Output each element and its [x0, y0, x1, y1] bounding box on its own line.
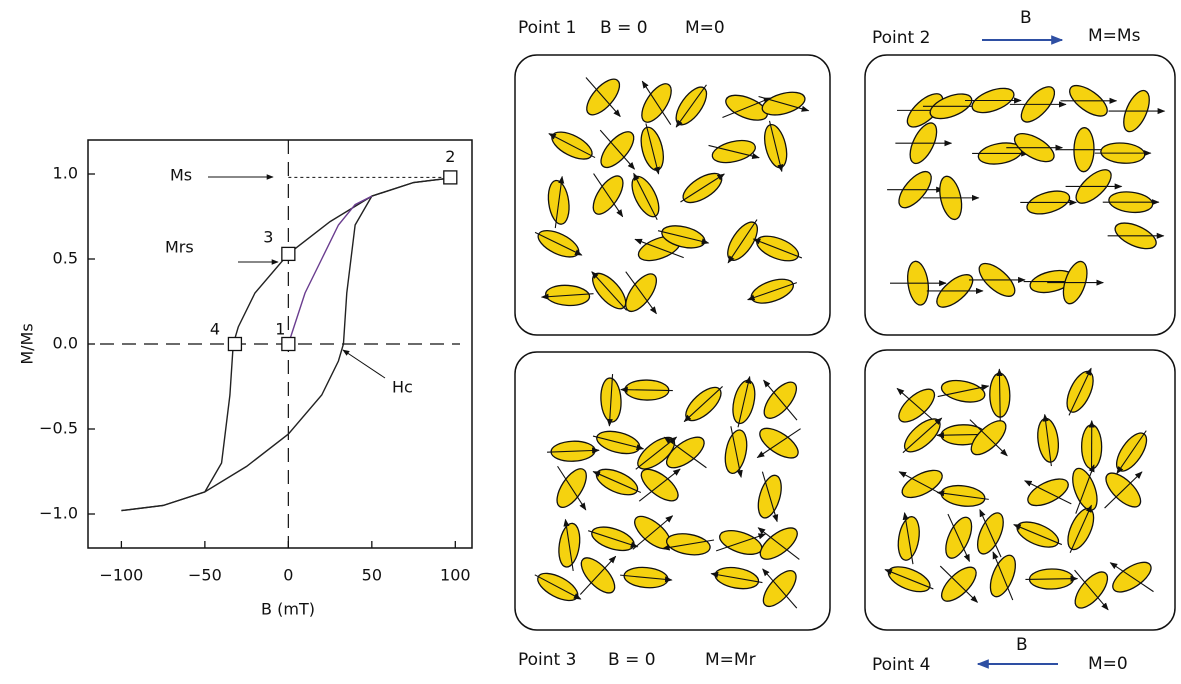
point-label: 2: [445, 147, 455, 166]
panel-label: Point 1: [518, 18, 576, 38]
panel-magnetization: M=Ms: [1088, 26, 1141, 46]
panel-label: Point 4: [872, 655, 930, 675]
panel-field: B = 0: [600, 18, 648, 38]
x-tick-label: 0: [283, 566, 293, 585]
panel-magnetization: M=Mr: [705, 650, 756, 670]
point-marker: [282, 247, 295, 260]
point-label: 1: [275, 320, 285, 339]
panel-label: Point 2: [872, 28, 930, 48]
point-marker: [444, 171, 457, 184]
page: B (mT) M/Ms Point 1 B = 0 M=0 Point 2 B …: [0, 0, 1181, 684]
grain-panel: [534, 74, 808, 316]
y-tick-label: 0.5: [53, 249, 78, 268]
grain-panel: [887, 80, 1164, 313]
y-tick-label: 1.0: [53, 164, 78, 183]
y-tick-label: 0.0: [53, 334, 78, 353]
annotation-arrow: [343, 350, 385, 378]
y-axis-label: M/Ms: [18, 323, 37, 364]
x-tick-label: 50: [362, 566, 382, 585]
panel-label: Point 3: [518, 650, 576, 670]
panel-field: B: [1016, 635, 1028, 655]
annotation: Mrs: [165, 238, 194, 257]
grain-panel: [885, 368, 1156, 614]
y-tick-label: −1.0: [39, 504, 78, 523]
point-marker: [228, 338, 241, 351]
point-label: 3: [263, 227, 273, 246]
figure: B (mT) M/Ms Point 1 B = 0 M=0 Point 2 B …: [0, 0, 1181, 680]
panel-magnetization: M=0: [1088, 654, 1128, 674]
grain-panel: [534, 374, 803, 612]
x-tick-label: −50: [188, 566, 222, 585]
x-tick-label: −100: [99, 566, 143, 585]
panel-magnetization: M=0: [685, 18, 725, 38]
annotation: Ms: [170, 166, 192, 185]
x-tick-label: 100: [440, 566, 471, 585]
point-label: 4: [210, 320, 220, 339]
annotation: Hc: [392, 378, 413, 397]
y-tick-label: −0.5: [39, 419, 78, 438]
panel-field: B: [1020, 8, 1032, 28]
x-axis-label: B (mT): [261, 600, 315, 619]
point-marker: [282, 338, 295, 351]
panel-field: B = 0: [608, 650, 656, 670]
